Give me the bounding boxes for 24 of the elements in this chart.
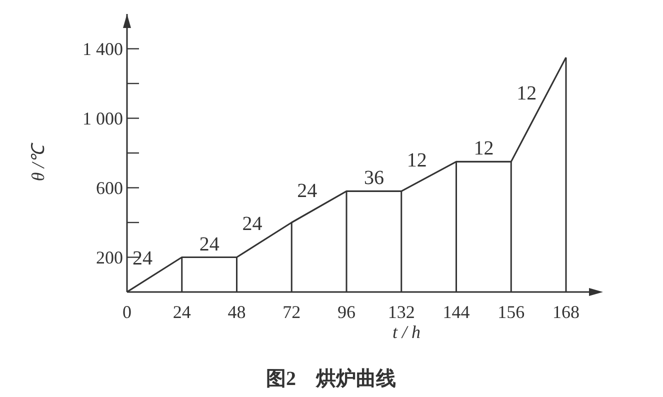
annotation: 12 xyxy=(474,138,494,160)
annotation: 24 xyxy=(132,248,152,270)
x-tick-label: 168 xyxy=(552,302,580,322)
x-tick-label: 96 xyxy=(338,302,356,322)
x-tick-label: 0 xyxy=(122,302,132,322)
x-axis-title: t / h xyxy=(392,322,421,342)
y-tick-label: 1 400 xyxy=(82,38,123,59)
x-tick-label: 72 xyxy=(282,302,301,322)
annotation: 24 xyxy=(199,233,220,256)
annotation: 24 xyxy=(297,180,318,202)
x-tick-label: 132 xyxy=(388,302,415,322)
y-tick-label: 200 xyxy=(96,247,123,268)
y-axis-title: θ /℃ xyxy=(28,142,48,182)
x-tick-label: 144 xyxy=(442,302,470,322)
x-tick-label: 48 xyxy=(228,302,246,322)
annotation: 24 xyxy=(242,212,262,235)
y-tick-label: 600 xyxy=(96,178,123,198)
x-tick-label: 156 xyxy=(498,302,525,322)
x-tick-label: 24 xyxy=(172,302,191,322)
annotation: 12 xyxy=(406,149,427,172)
y-tick-label: 1 000 xyxy=(82,108,123,128)
text: 图2 烘炉曲线 xyxy=(266,367,396,390)
annotation: 36 xyxy=(364,167,384,190)
annotation: 12 xyxy=(516,82,537,105)
